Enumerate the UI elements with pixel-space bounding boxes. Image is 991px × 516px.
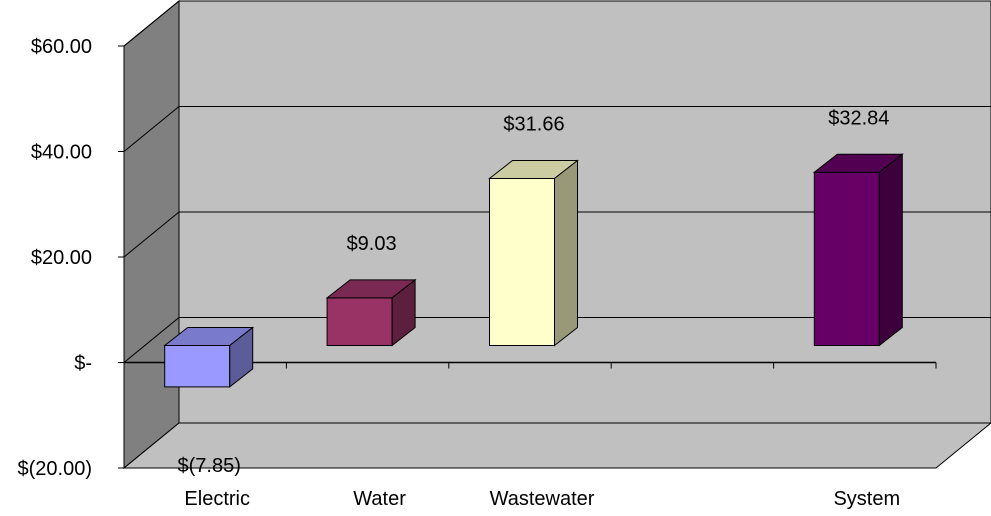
floor — [124, 423, 991, 468]
x-tick-label: Electric — [184, 488, 250, 510]
y-tick-label: $40.00 — [31, 142, 92, 164]
y-tick-label: $(20.00) — [18, 458, 93, 480]
y-tick-label: $20.00 — [31, 247, 92, 269]
bar-side — [555, 160, 578, 345]
x-tick-label: System — [833, 488, 900, 510]
x-tick-label: Water — [353, 488, 406, 510]
y-tick-label: $- — [74, 353, 92, 375]
x-tick-label: Wastewater — [490, 488, 595, 510]
bar — [490, 178, 555, 345]
bar — [165, 346, 230, 387]
data-label: $32.84 — [828, 107, 889, 129]
bar — [814, 172, 879, 345]
data-label: $9.03 — [347, 233, 397, 255]
data-label: $(7.85) — [178, 455, 241, 477]
y-tick-label: $60.00 — [31, 36, 92, 58]
data-label: $31.66 — [503, 113, 564, 135]
bar-side — [879, 154, 902, 345]
bar — [327, 298, 392, 346]
